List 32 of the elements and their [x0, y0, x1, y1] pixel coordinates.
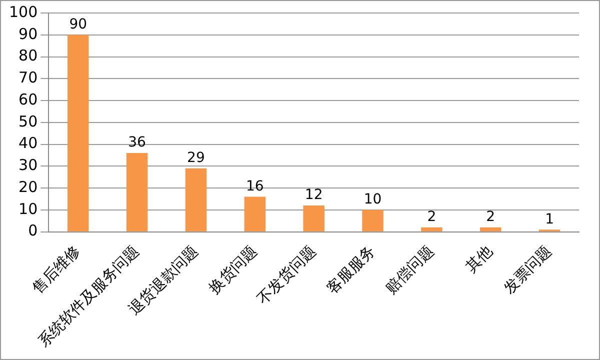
data-label: 12 [304, 187, 323, 204]
data-label: 2 [427, 209, 436, 226]
bar [480, 227, 502, 232]
x-tick-label: 发票问题 [500, 242, 556, 298]
y-tick-label: 60 [18, 90, 38, 108]
x-tick-label: 其他 [462, 242, 496, 276]
y-tick-label: 50 [18, 112, 38, 130]
data-label: 36 [128, 134, 146, 151]
data-label: 1 [545, 211, 554, 228]
x-tick-label: 赔偿问题 [382, 242, 438, 298]
bar [126, 153, 148, 232]
y-tick-label: 20 [18, 178, 38, 196]
bar [67, 34, 89, 232]
data-label: 10 [364, 192, 382, 208]
y-tick-label: 100 [8, 2, 38, 21]
y-tick-label: 40 [18, 134, 38, 152]
y-tick-label: 0 [28, 222, 38, 240]
bar [362, 210, 384, 232]
data-label: 16 [246, 178, 264, 194]
y-tick-label: 10 [18, 200, 38, 218]
y-tick-label: 70 [18, 68, 38, 87]
bar [185, 168, 207, 232]
x-tick-label: 客服服务 [323, 242, 378, 298]
data-label: 29 [187, 150, 205, 166]
bar [303, 206, 324, 232]
bar [421, 227, 442, 232]
y-tick-label: 30 [18, 156, 38, 174]
data-label: 2 [486, 209, 496, 226]
y-tick-label: 80 [18, 46, 38, 65]
bar [244, 196, 266, 232]
y-tick-label: 90 [18, 24, 38, 43]
data-label: 90 [69, 16, 88, 33]
